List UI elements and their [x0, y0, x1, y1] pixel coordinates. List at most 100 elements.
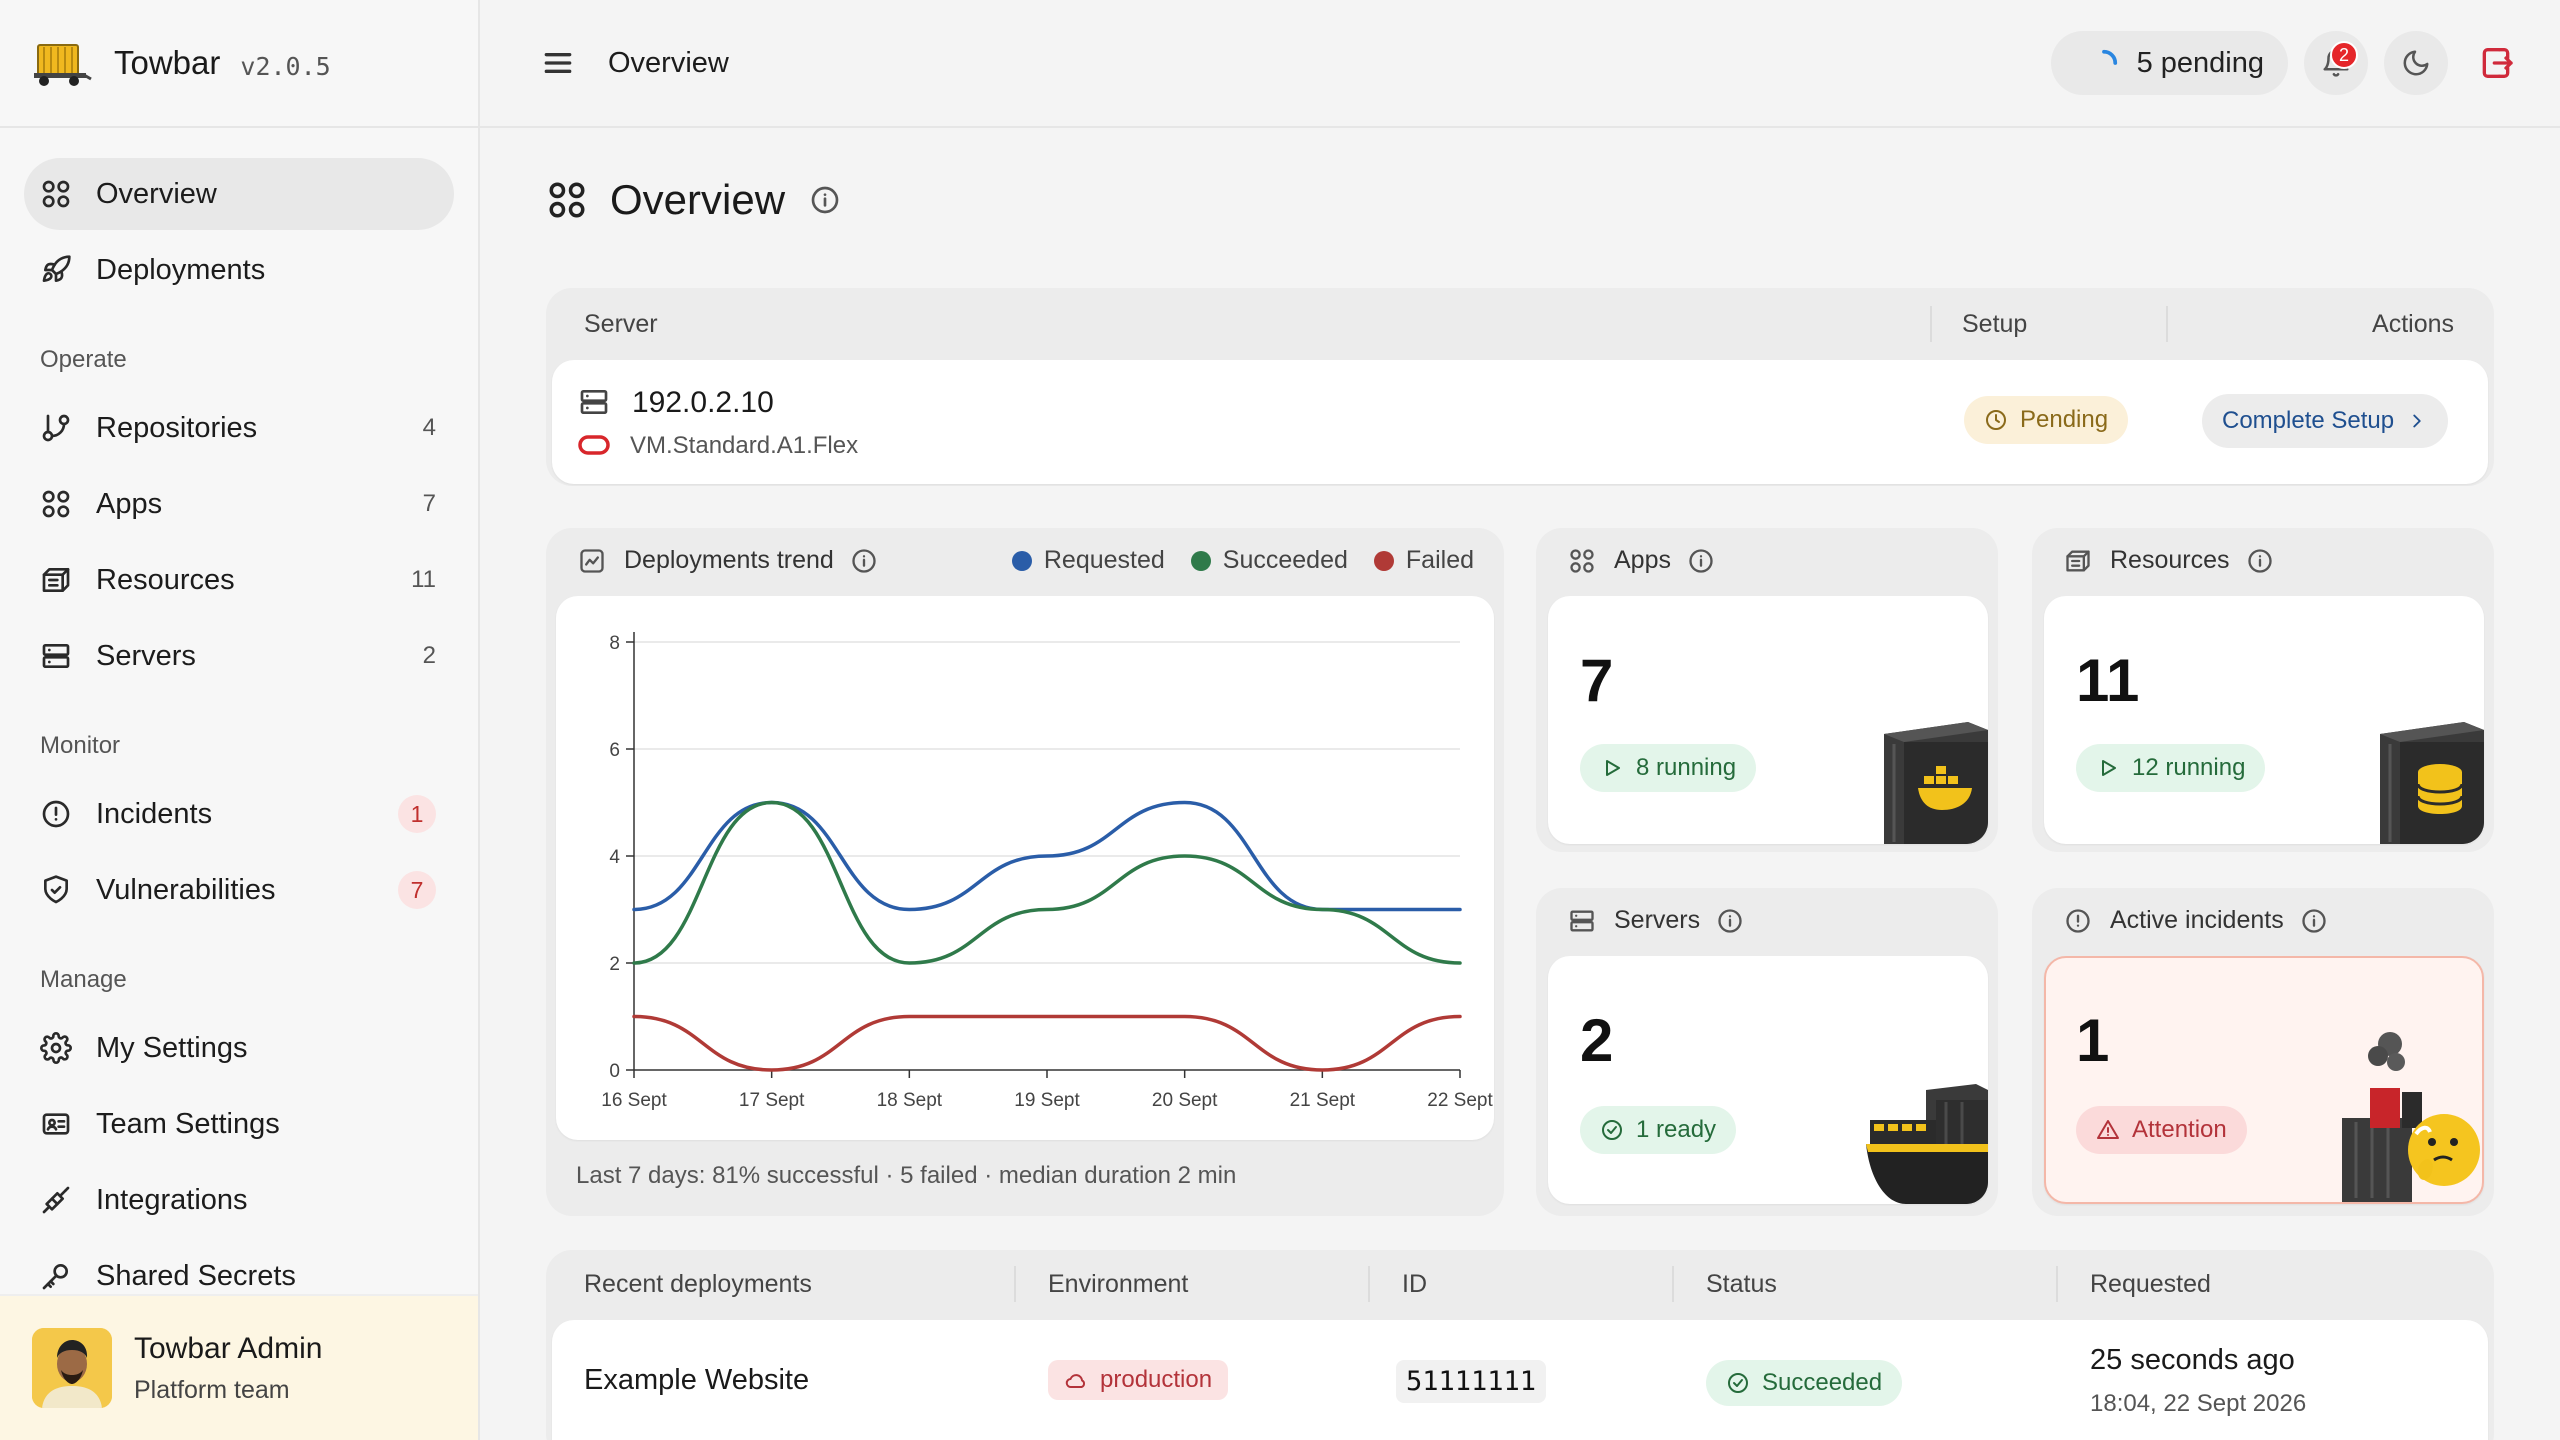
- sidebar-item-count: 4: [422, 414, 436, 441]
- resources-card-body[interactable]: 11 12 running: [2044, 596, 2484, 844]
- grid-icon: [1570, 548, 1594, 573]
- environment-label: production: [1100, 1366, 1213, 1393]
- sidebar-item-count: 11: [411, 566, 436, 593]
- apps-running-badge: 8 running: [1580, 744, 1757, 792]
- avatar: [32, 1328, 112, 1408]
- servers-card: Servers 2 1 ready: [1536, 888, 1998, 1216]
- incident-fire-illustration-icon: [2342, 1032, 2480, 1202]
- vulnerabilities-badge: 7: [398, 871, 436, 909]
- column-header-environment: Environment: [1048, 1270, 1189, 1298]
- servers-card-body[interactable]: 2 1 ready: [1548, 956, 1988, 1204]
- logout-icon[interactable]: [2476, 43, 2516, 83]
- series-line-failed: [632, 1014, 1462, 1072]
- incidents-badge: 1: [398, 795, 436, 833]
- sidebar-item-label: Deployments: [96, 253, 266, 286]
- server-icon: [580, 390, 608, 414]
- legend-label: Failed: [1405, 546, 1474, 574]
- docker-server-illustration-icon: [1884, 722, 1988, 844]
- incidents-card-title: Active incidents: [2110, 906, 2284, 934]
- sidebar-item-servers[interactable]: Servers 2: [24, 620, 454, 692]
- check-circle-icon: [1602, 1120, 1622, 1140]
- apps-card-body[interactable]: 7 8 running: [1548, 596, 1988, 844]
- menu-icon[interactable]: [538, 43, 578, 83]
- sidebar-item-integrations[interactable]: Integrations: [24, 1164, 454, 1236]
- sidebar-item-incidents[interactable]: Incidents 1: [24, 778, 454, 850]
- server-setup-panel: Server Setup Actions 192.0.2.10 VM.Stand…: [546, 288, 2494, 486]
- info-icon[interactable]: [850, 547, 878, 575]
- setup-status-badge: Pending: [1964, 396, 2129, 444]
- deployments-trend-chart[interactable]: 0 2 4 6 8 16 Sept 17 Sept 18 Sept 19 Sept 20 Sept…: [556, 596, 1494, 1140]
- x-tick-label: 17 Sept: [739, 1090, 805, 1111]
- sidebar-section-operate: Operate: [40, 346, 127, 373]
- topbar-actions: 5 pending 2: [2050, 31, 2516, 95]
- grid-icon: [42, 180, 70, 208]
- apps-running-label: 8 running: [1636, 754, 1737, 781]
- sidebar-item-label: Team Settings: [96, 1107, 280, 1140]
- column-divider: [1368, 1266, 1370, 1302]
- chart-icon: [580, 548, 604, 573]
- column-divider: [1930, 306, 1932, 342]
- play-icon: [2102, 760, 2116, 776]
- sidebar-item-overview[interactable]: Overview: [24, 158, 454, 230]
- sidebar: Towbar v2.0.5 Overview Deployments Opera…: [0, 0, 480, 1440]
- sidebar-item-label: Vulnerabilities: [96, 873, 276, 906]
- x-tick-label: 21 Sept: [1290, 1090, 1356, 1111]
- chart-container: 0 2 4 6 8 16 Sept 17 Sept 18 Sept 19 Sept 20 Sept…: [556, 596, 1494, 1140]
- column-header-setup: Setup: [1962, 310, 2028, 338]
- sidebar-item-my-settings[interactable]: My Settings: [24, 1012, 454, 1084]
- x-tick-label: 20 Sept: [1152, 1090, 1218, 1111]
- info-icon[interactable]: [1716, 907, 1744, 935]
- legend-swatch: [1373, 550, 1394, 571]
- sidebar-item-vulnerabilities[interactable]: Vulnerabilities 7: [24, 854, 454, 926]
- sidebar-item-apps[interactable]: Apps 7: [24, 468, 454, 540]
- incidents-card-body[interactable]: 1 Attention: [2044, 956, 2484, 1204]
- sidebar-item-shared-secrets[interactable]: Shared Secrets: [24, 1240, 454, 1312]
- user-card[interactable]: Towbar Admin Platform team: [0, 1294, 478, 1440]
- sidebar-item-deployments[interactable]: Deployments: [24, 234, 454, 306]
- deployment-id[interactable]: 51111111: [1396, 1360, 1547, 1403]
- app-name: Towbar: [114, 44, 221, 81]
- requested-relative: 25 seconds ago: [2090, 1344, 2295, 1376]
- column-divider: [2166, 306, 2168, 342]
- brand[interactable]: Towbar v2.0.5: [0, 0, 478, 128]
- column-divider: [1014, 1266, 1016, 1302]
- x-tick-label: 22 Sept: [1427, 1090, 1493, 1111]
- git-branch-icon: [42, 414, 70, 442]
- server-row[interactable]: 192.0.2.10 VM.Standard.A1.Flex Pending C…: [552, 360, 2488, 484]
- table-row[interactable]: Example Website production 51111111 Succ…: [552, 1320, 2488, 1440]
- sidebar-item-label: Apps: [96, 487, 163, 520]
- sidebar-item-resources[interactable]: Resources 11: [24, 544, 454, 616]
- incidents-card: Active incidents 1 Attention: [2032, 888, 2494, 1216]
- info-icon[interactable]: [2246, 547, 2274, 575]
- notifications-button[interactable]: 2: [2304, 31, 2368, 95]
- complete-setup-button[interactable]: Complete Setup: [2202, 394, 2449, 448]
- column-header-server: Server: [584, 310, 658, 338]
- deployment-status-label: Succeeded: [1762, 1369, 1883, 1396]
- y-tick-label: 8: [609, 633, 620, 654]
- info-icon[interactable]: [2300, 907, 2328, 935]
- theme-toggle-button[interactable]: [2384, 31, 2448, 95]
- incidents-attention-badge: Attention: [2076, 1106, 2247, 1154]
- environment-badge: production: [1048, 1360, 1229, 1400]
- legend-label: Requested: [1043, 546, 1165, 574]
- servers-ready-badge: 1 ready: [1580, 1106, 1737, 1154]
- resources-card: Resources 11 12 running: [2032, 528, 2494, 852]
- sidebar-item-label: Shared Secrets: [96, 1259, 296, 1292]
- moon-icon: [2403, 50, 2429, 76]
- info-icon[interactable]: [1687, 547, 1715, 575]
- sidebar-item-label: Overview: [96, 177, 217, 210]
- play-icon: [1606, 760, 1620, 776]
- info-icon[interactable]: [809, 184, 841, 216]
- sidebar-item-team-settings[interactable]: Team Settings: [24, 1088, 454, 1160]
- sidebar-item-repositories[interactable]: Repositories 4: [24, 392, 454, 464]
- servers-card-title: Servers: [1614, 906, 1701, 934]
- box-icon: [42, 568, 70, 592]
- user-name: Towbar Admin: [134, 1331, 323, 1365]
- complete-setup-label: Complete Setup: [2222, 407, 2395, 434]
- apps-card-title: Apps: [1614, 546, 1671, 574]
- topbar: Overview 5 pending 2: [480, 0, 2560, 128]
- trend-title: Deployments trend: [624, 546, 834, 574]
- pending-indicator[interactable]: 5 pending: [2050, 31, 2288, 95]
- database-server-illustration-icon: [2380, 722, 2484, 844]
- legend-item-requested: Requested: [1011, 546, 1165, 575]
